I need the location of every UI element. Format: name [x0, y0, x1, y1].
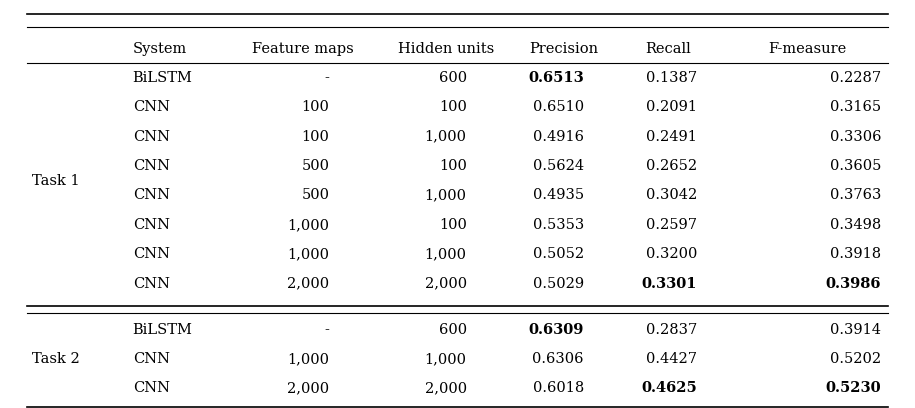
- Text: 100: 100: [439, 218, 467, 232]
- Text: 2,000: 2,000: [287, 277, 329, 290]
- Text: 0.3918: 0.3918: [830, 247, 881, 261]
- Text: 0.2837: 0.2837: [646, 323, 697, 337]
- Text: 1,000: 1,000: [425, 130, 467, 144]
- Text: 0.1387: 0.1387: [646, 71, 697, 85]
- Text: 0.5029: 0.5029: [533, 277, 584, 290]
- Text: Precision: Precision: [529, 42, 598, 56]
- Text: 0.6018: 0.6018: [533, 381, 584, 395]
- Text: 0.6510: 0.6510: [533, 100, 584, 114]
- Text: 1,000: 1,000: [425, 247, 467, 261]
- Text: Recall: Recall: [645, 42, 691, 56]
- Text: 1,000: 1,000: [287, 247, 329, 261]
- Text: 0.6309: 0.6309: [528, 323, 584, 337]
- Text: 0.2091: 0.2091: [646, 100, 697, 114]
- Text: BiLSTM: BiLSTM: [133, 323, 192, 337]
- Text: CNN: CNN: [133, 130, 169, 144]
- Text: 0.6306: 0.6306: [533, 352, 584, 366]
- Text: CNN: CNN: [133, 381, 169, 395]
- Text: 2,000: 2,000: [425, 381, 467, 395]
- Text: 0.6513: 0.6513: [528, 71, 584, 85]
- Text: CNN: CNN: [133, 247, 169, 261]
- Text: 0.5202: 0.5202: [830, 352, 881, 366]
- Text: System: System: [133, 42, 187, 56]
- Text: 0.3763: 0.3763: [830, 188, 881, 202]
- Text: 100: 100: [439, 159, 467, 173]
- Text: 0.2287: 0.2287: [830, 71, 881, 85]
- Text: 1,000: 1,000: [287, 352, 329, 366]
- Text: 2,000: 2,000: [425, 277, 467, 290]
- Text: 0.4935: 0.4935: [533, 188, 584, 202]
- Text: 0.2652: 0.2652: [646, 159, 697, 173]
- Text: CNN: CNN: [133, 352, 169, 366]
- Text: 0.5353: 0.5353: [533, 218, 584, 232]
- Text: 0.3605: 0.3605: [830, 159, 881, 173]
- Text: 500: 500: [301, 159, 329, 173]
- Text: 0.4625: 0.4625: [641, 381, 697, 395]
- Text: 0.3301: 0.3301: [641, 277, 697, 290]
- Text: 0.4427: 0.4427: [646, 352, 697, 366]
- Text: 0.3042: 0.3042: [646, 188, 697, 202]
- Text: CNN: CNN: [133, 159, 169, 173]
- Text: CNN: CNN: [133, 188, 169, 202]
- Text: Feature maps: Feature maps: [252, 42, 353, 56]
- Text: CNN: CNN: [133, 277, 169, 290]
- Text: 0.5230: 0.5230: [825, 381, 881, 395]
- Text: 1,000: 1,000: [425, 188, 467, 202]
- Text: 0.3986: 0.3986: [825, 277, 881, 290]
- Text: -: -: [325, 71, 329, 85]
- Text: 0.3306: 0.3306: [830, 130, 881, 144]
- Text: BiLSTM: BiLSTM: [133, 71, 192, 85]
- Text: 0.2597: 0.2597: [646, 218, 697, 232]
- Text: 0.5052: 0.5052: [533, 247, 584, 261]
- Text: Task 1: Task 1: [32, 174, 80, 188]
- Text: 0.2491: 0.2491: [646, 130, 697, 144]
- Text: 100: 100: [302, 130, 329, 144]
- Text: 1,000: 1,000: [287, 218, 329, 232]
- Text: 0.3498: 0.3498: [830, 218, 881, 232]
- Text: CNN: CNN: [133, 218, 169, 232]
- Text: 600: 600: [438, 323, 467, 337]
- Text: Hidden units: Hidden units: [398, 42, 494, 56]
- Text: 2,000: 2,000: [287, 381, 329, 395]
- Text: 600: 600: [438, 71, 467, 85]
- Text: CNN: CNN: [133, 100, 169, 114]
- Text: -: -: [325, 323, 329, 337]
- Text: 0.3200: 0.3200: [646, 247, 697, 261]
- Text: 1,000: 1,000: [425, 352, 467, 366]
- Text: 0.5624: 0.5624: [533, 159, 584, 173]
- Text: 100: 100: [439, 100, 467, 114]
- Text: Task 2: Task 2: [32, 352, 80, 366]
- Text: 0.4916: 0.4916: [533, 130, 584, 144]
- Text: F-measure: F-measure: [769, 42, 847, 56]
- Text: 0.3914: 0.3914: [830, 323, 881, 337]
- Text: 0.3165: 0.3165: [830, 100, 881, 114]
- Text: 100: 100: [302, 100, 329, 114]
- Text: 500: 500: [301, 188, 329, 202]
